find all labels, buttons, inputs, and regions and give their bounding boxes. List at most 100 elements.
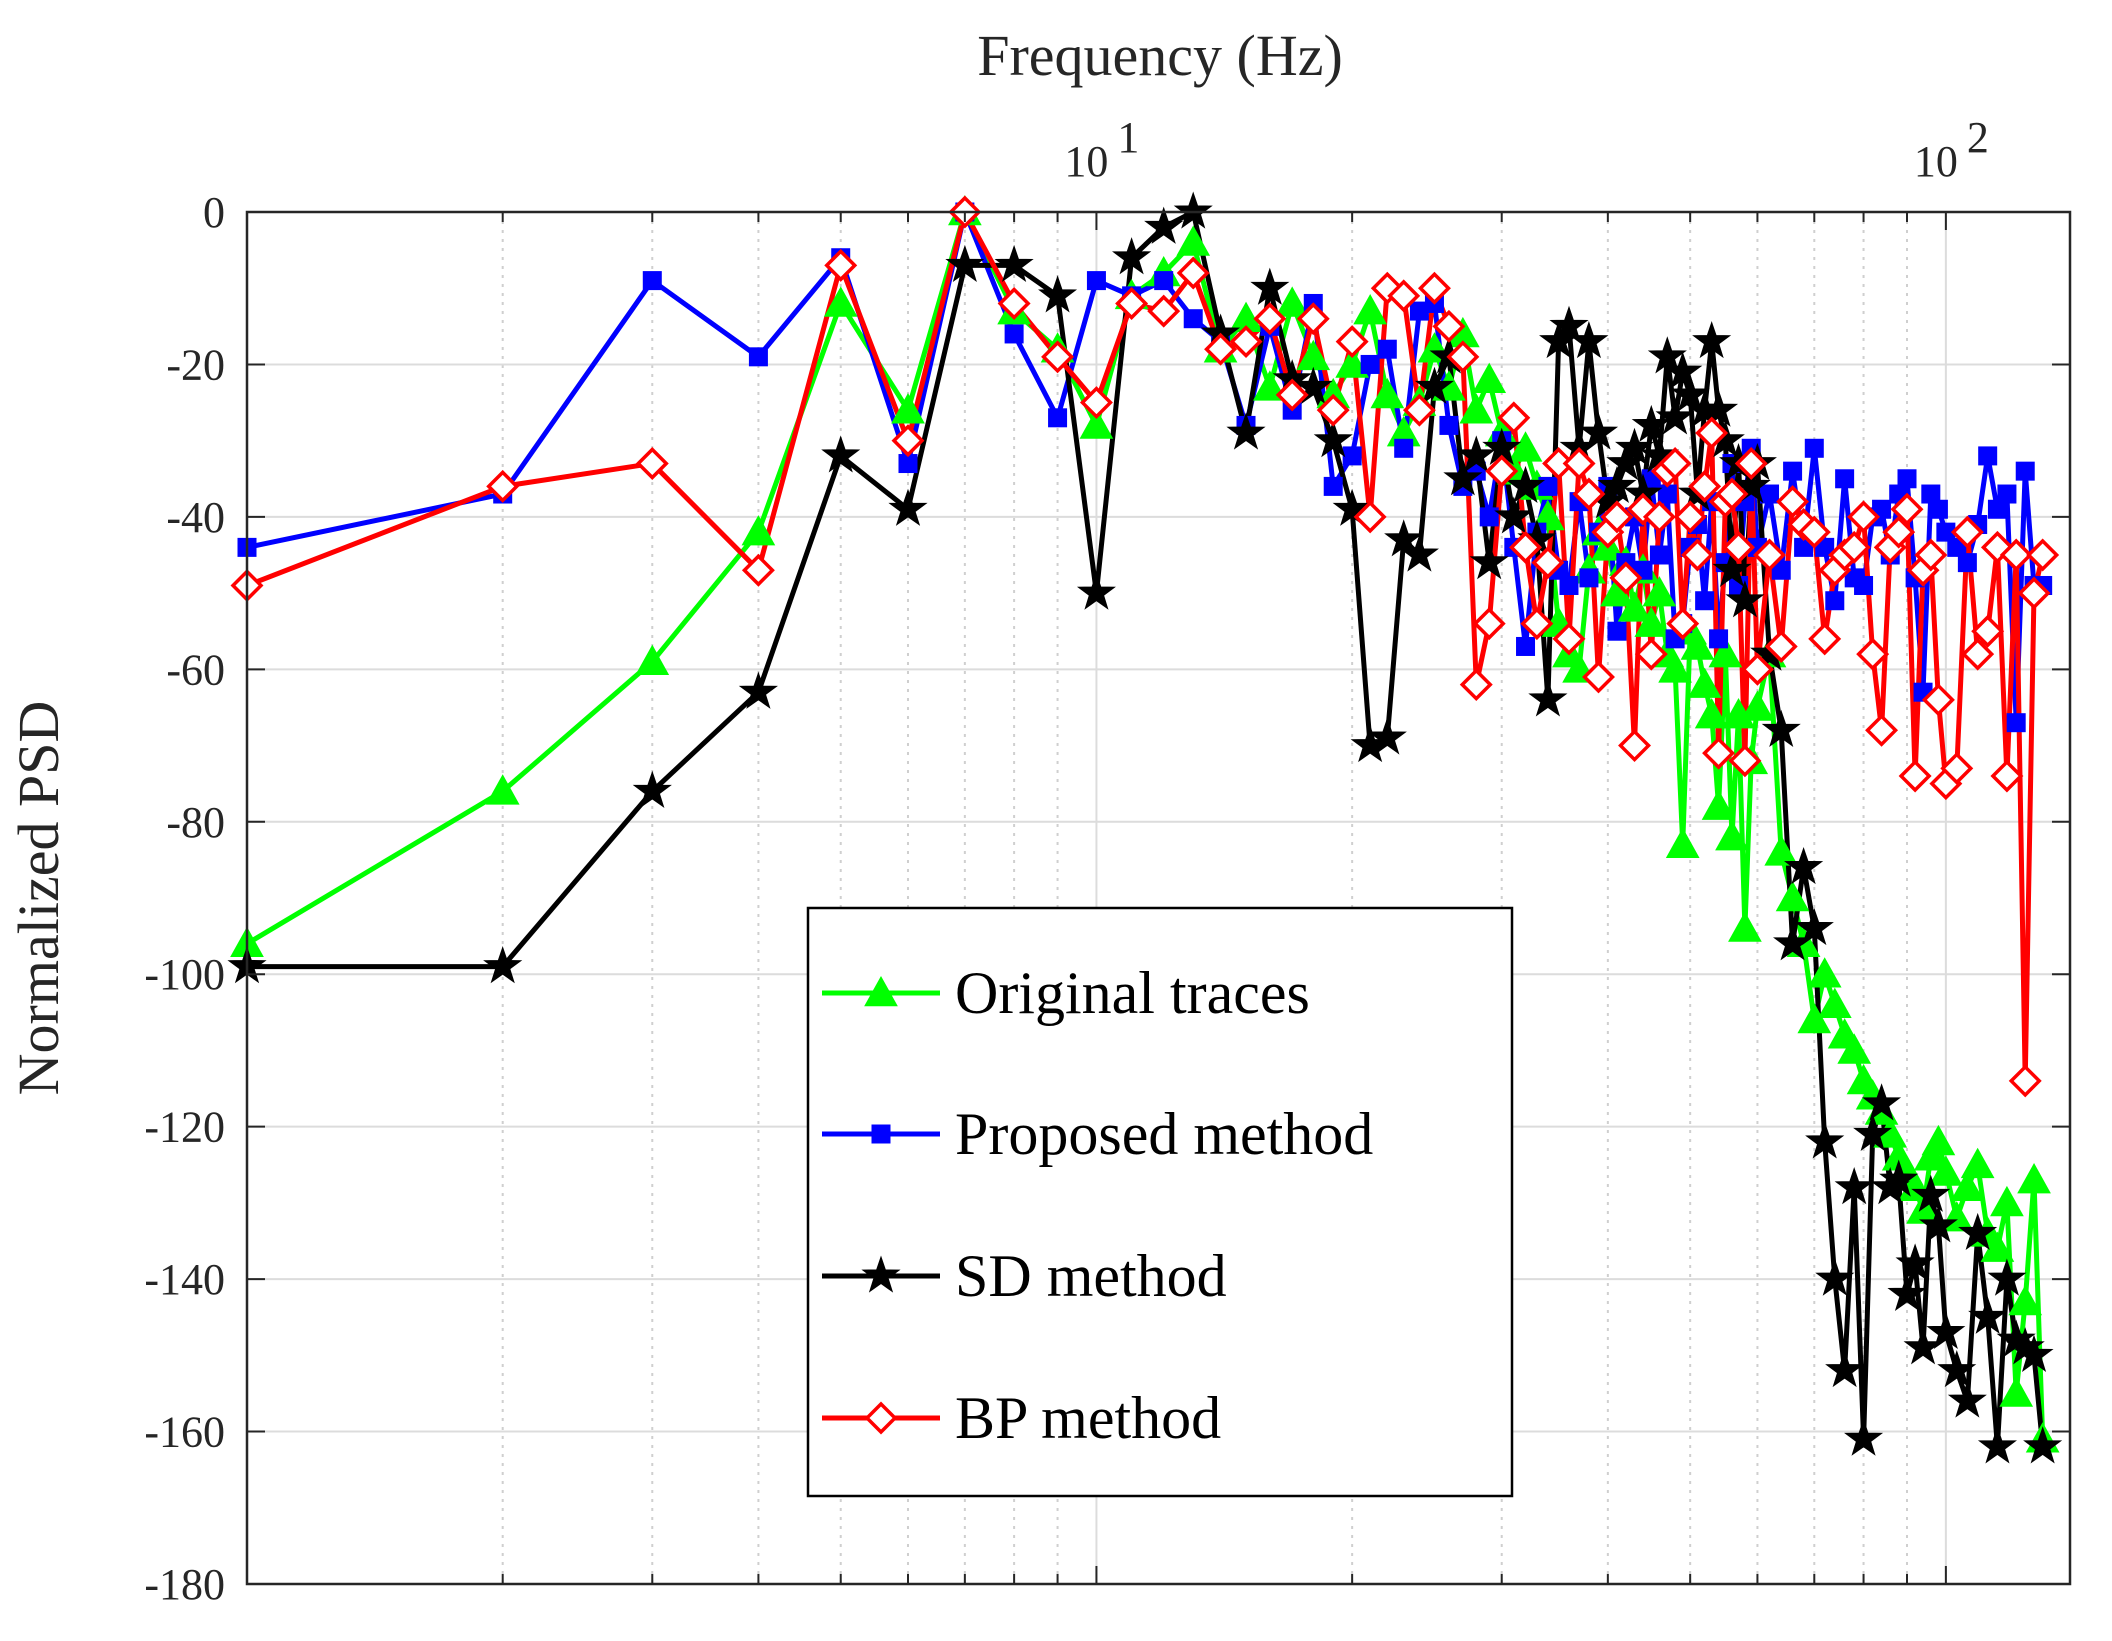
data-point [1293, 366, 1333, 404]
data-point [632, 770, 672, 808]
data-point [1377, 339, 1397, 359]
data-point [1797, 1002, 1832, 1034]
data-point [738, 671, 778, 709]
data-point [1569, 321, 1609, 359]
data-point [1253, 302, 1287, 336]
data-point [1835, 469, 1855, 489]
y-tick-label: -160 [144, 1408, 225, 1457]
data-point [1699, 389, 1739, 427]
data-point [642, 271, 662, 291]
data-point [1296, 302, 1330, 336]
data-point [1658, 652, 1692, 683]
data-point [1776, 485, 1810, 519]
data-point [1112, 237, 1152, 275]
data-point [1862, 1083, 1902, 1121]
data-point [635, 644, 670, 676]
data-point [1335, 325, 1369, 359]
data-point [1950, 1170, 1985, 1201]
data-point [1275, 286, 1310, 317]
data-point [1147, 294, 1181, 328]
y-tick-label: -140 [144, 1255, 225, 1304]
data-point [1041, 340, 1075, 374]
data-point [1520, 607, 1554, 641]
data-point [1815, 1258, 1855, 1296]
data-point [1038, 275, 1078, 313]
data-point [1367, 717, 1407, 755]
data-point [1670, 374, 1710, 412]
data-point [1695, 591, 1715, 611]
data-point [1432, 309, 1466, 343]
data-point [1508, 431, 1543, 462]
data-point [821, 435, 861, 473]
data-point [1506, 465, 1546, 504]
data-point [1680, 629, 1715, 660]
data-point [1695, 416, 1729, 450]
data-point [2015, 461, 2035, 481]
data-point [1968, 1296, 2008, 1334]
data-point [1572, 477, 1606, 511]
data-point [1615, 427, 1655, 465]
data-point [1642, 500, 1676, 534]
data-point [1154, 271, 1174, 291]
y-tick-label: -180 [144, 1560, 225, 1609]
data-point [1702, 736, 1736, 770]
data-point [1183, 309, 1203, 329]
data-point [1865, 713, 1899, 747]
data-point [741, 515, 776, 546]
data-point [1417, 271, 1451, 305]
data-point [1709, 629, 1729, 649]
data-point [1728, 911, 1762, 942]
data-point [1552, 622, 1586, 656]
data-point [1485, 454, 1519, 488]
data-point [1384, 519, 1424, 557]
data-point [486, 469, 520, 503]
legend-entry: Original traces [822, 960, 1310, 1026]
data-point [1353, 294, 1387, 325]
data-point [1926, 1311, 1966, 1350]
data-point [1753, 538, 1786, 572]
data-point [1712, 549, 1752, 587]
data-point [1960, 1147, 1995, 1179]
y-tick-label: -40 [166, 493, 225, 542]
data-point [1342, 446, 1362, 466]
data-point [1887, 1273, 1927, 1311]
data-point [1316, 393, 1350, 427]
marker-layer [227, 191, 2063, 1464]
data-point [1607, 621, 1627, 641]
data-point [1353, 500, 1387, 534]
data-point [2023, 1426, 2063, 1464]
data-point [1048, 408, 1068, 428]
data-point [1929, 1155, 1963, 1186]
data-point [1701, 789, 1736, 820]
x-tick-label: 10 2 [1914, 113, 1989, 186]
legend-label: BP method [955, 1385, 1221, 1451]
data-point [1999, 1376, 2034, 1407]
data-point [1173, 191, 1213, 229]
data-point [1783, 461, 1803, 481]
data-point [1531, 546, 1565, 580]
data-point [1898, 759, 1932, 793]
data-point [1459, 393, 1494, 424]
data-point [1784, 846, 1824, 885]
data-point [2008, 1284, 2043, 1316]
y-tick-label: -80 [166, 798, 225, 847]
data-point [1921, 683, 1955, 717]
data-point [1387, 279, 1421, 313]
data-point [1987, 1258, 2027, 1296]
data-point [1764, 835, 1799, 866]
data-point [1805, 1121, 1845, 1159]
data-point [1617, 591, 1652, 622]
data-point [1940, 751, 1974, 785]
data-point [1957, 553, 1977, 573]
legend-swatch-marker [864, 975, 898, 1007]
x-axis-title: Frequency (Hz) [977, 23, 1343, 88]
data-point [1958, 1212, 1998, 1250]
data-point [1600, 500, 1634, 534]
x-tick-label-base: 10 [1914, 137, 1958, 186]
data-point [1913, 1140, 1948, 1171]
data-point [1578, 412, 1619, 450]
data-point [1609, 561, 1643, 595]
data-point [1004, 324, 1024, 344]
data-point [1459, 668, 1493, 702]
data-point [1446, 340, 1480, 374]
